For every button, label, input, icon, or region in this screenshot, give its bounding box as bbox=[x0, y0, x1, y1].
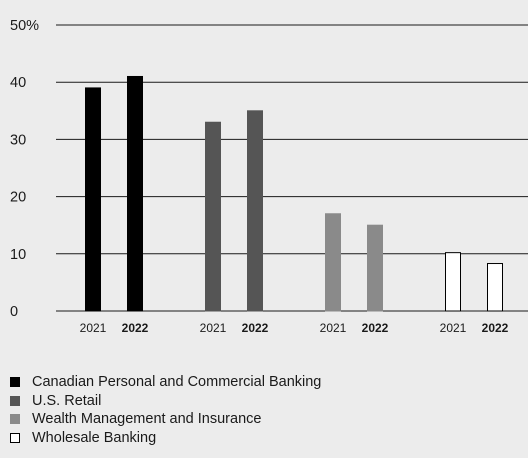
legend-item: Wholesale Banking bbox=[10, 429, 321, 448]
legend-item: Canadian Personal and Commercial Banking bbox=[10, 373, 321, 392]
x-tick-label: 2021 bbox=[80, 321, 107, 335]
x-tick-label: 2021 bbox=[200, 321, 227, 335]
y-axis-tick-labels: 0 10 20 30 40 50% bbox=[10, 18, 39, 320]
x-tick-label: 2022 bbox=[362, 321, 389, 335]
legend-label: Canadian Personal and Commercial Banking bbox=[32, 374, 322, 391]
x-axis-tick-labels: 2021 2022 2021 2022 2021 2022 2021 2022 bbox=[80, 321, 509, 335]
bar bbox=[325, 213, 341, 312]
y-tick-label: 50% bbox=[10, 18, 39, 34]
legend-swatch bbox=[10, 377, 20, 388]
bar bbox=[367, 224, 383, 312]
legend-item: Wealth Management and Insurance bbox=[10, 410, 321, 429]
legend-swatch bbox=[10, 414, 20, 425]
x-tick-label: 2021 bbox=[440, 321, 467, 335]
legend-swatch bbox=[10, 395, 20, 406]
y-tick-label: 30 bbox=[10, 132, 26, 148]
legend-item: U.S. Retail bbox=[10, 392, 321, 411]
legend-label: Wholesale Banking bbox=[32, 429, 157, 446]
x-tick-label: 2022 bbox=[482, 321, 509, 335]
bar bbox=[247, 110, 263, 312]
bars bbox=[85, 75, 503, 312]
bar bbox=[127, 75, 143, 312]
legend-swatch bbox=[10, 432, 20, 443]
x-tick-label: 2022 bbox=[242, 321, 269, 335]
legend-label: Wealth Management and Insurance bbox=[32, 411, 262, 428]
bar bbox=[205, 121, 221, 312]
legend: Canadian Personal and Commercial Banking… bbox=[10, 373, 321, 447]
legend-label: U.S. Retail bbox=[32, 392, 102, 409]
x-tick-label: 2022 bbox=[122, 321, 149, 335]
x-tick-label: 2021 bbox=[320, 321, 347, 335]
y-tick-label: 20 bbox=[10, 190, 26, 206]
bar bbox=[445, 252, 461, 312]
bar bbox=[487, 263, 503, 312]
bar bbox=[85, 87, 101, 312]
y-tick-label: 0 bbox=[10, 304, 18, 320]
y-tick-label: 40 bbox=[10, 75, 26, 91]
y-tick-label: 10 bbox=[10, 247, 26, 263]
